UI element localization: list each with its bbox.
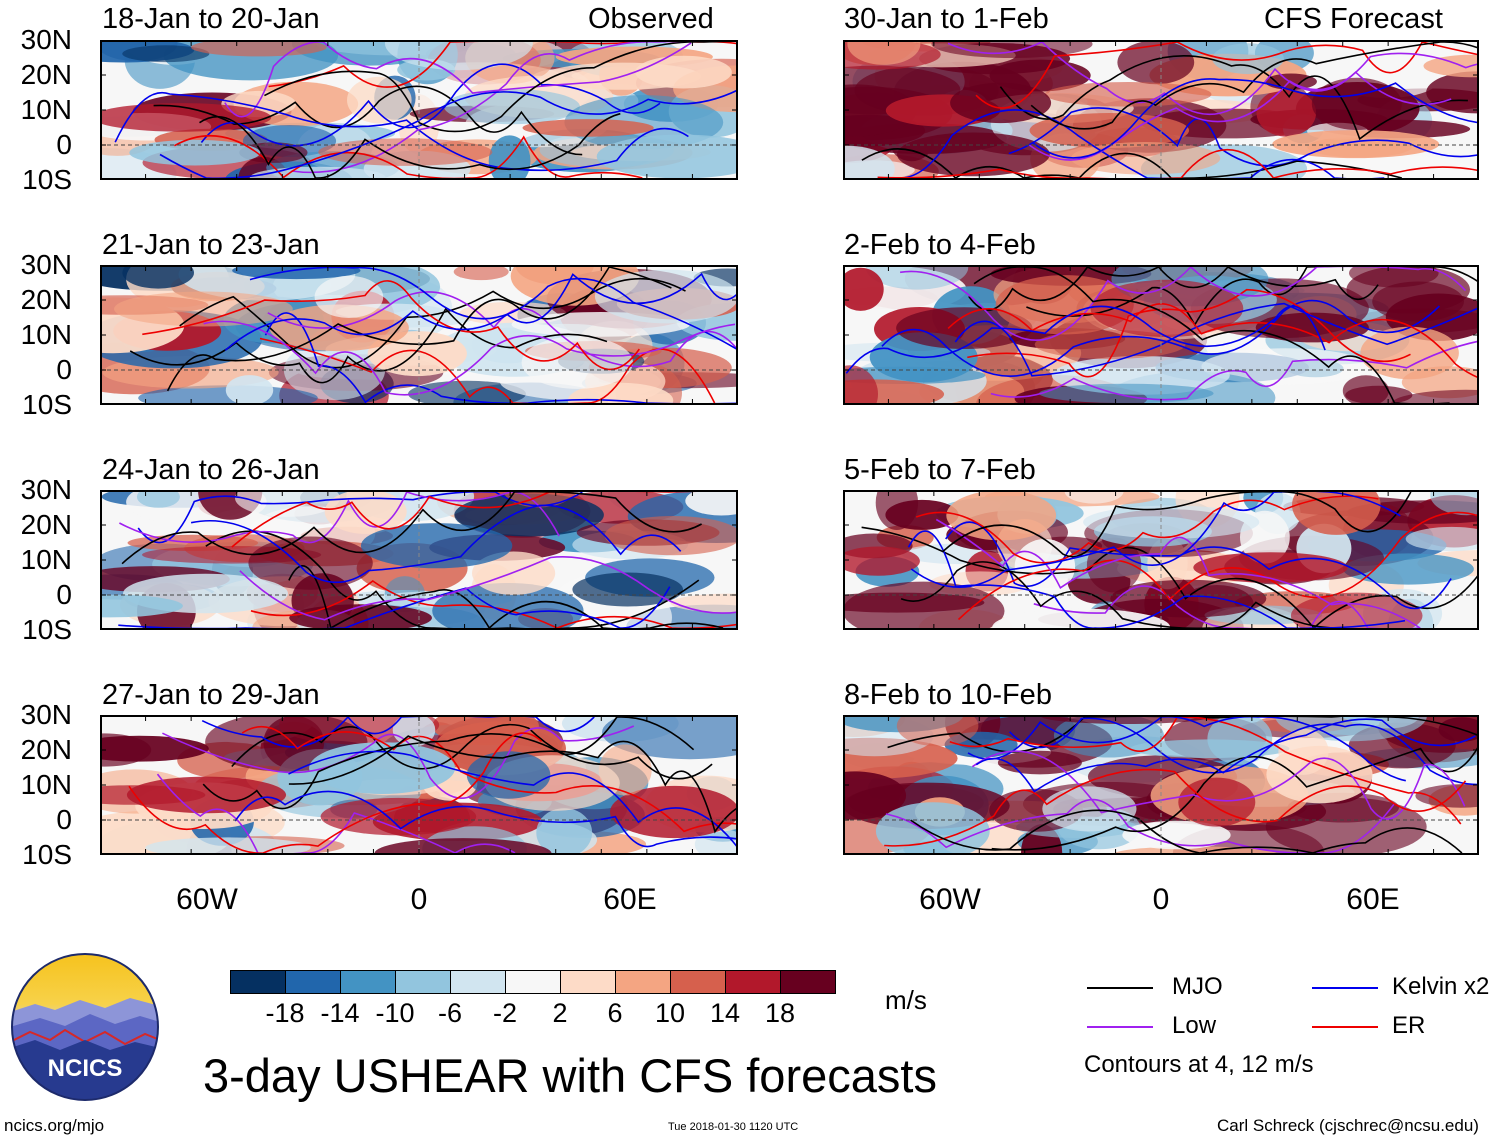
colorbar-tick-label: -6 (437, 998, 463, 1028)
colorbar-tick-label: 10 (654, 998, 686, 1028)
colorbar-swatch (450, 970, 506, 994)
map-panel-7 (843, 490, 1479, 630)
colorbar-tick-label: 6 (607, 998, 623, 1028)
footer-timestamp: Tue 2018-01-30 1120 UTC (668, 1121, 799, 1133)
lon-label-60w-right: 60W (919, 883, 981, 916)
lat-label-10n: 10N (20, 319, 72, 350)
lat-label-0: 0 (56, 804, 72, 835)
panel-title-1: 18-Jan to 20-Jan (102, 3, 320, 35)
colorbar-swatch (725, 970, 781, 994)
panel-title-8: 8-Feb to 10-Feb (844, 679, 1052, 711)
panel-title-2: 21-Jan to 23-Jan (102, 229, 320, 261)
colorbar-swatch (230, 970, 286, 994)
map-panel-5 (843, 40, 1479, 180)
main-title: 3-day USHEAR with CFS forecasts (203, 1049, 937, 1102)
lon-label-60e-left: 60E (603, 883, 657, 916)
lon-label-0-left: 0 (410, 883, 428, 916)
panel-tag-forecast: CFS Forecast (1264, 3, 1443, 35)
lat-label-30n: 30N (20, 699, 72, 730)
map-panel-3 (100, 490, 738, 630)
lat-label-0: 0 (56, 129, 72, 160)
map-panel-4 (100, 715, 738, 855)
colorbar-tick-label: -18 (265, 998, 305, 1028)
colorbar-tick-label: 18 (764, 998, 796, 1028)
lat-label-10n: 10N (20, 544, 72, 575)
lat-label-10n: 10N (20, 94, 72, 125)
panel-title-5: 30-Jan to 1-Feb (844, 3, 1049, 35)
lat-label-10s: 10S (22, 614, 72, 645)
legend-mjo-line (1087, 987, 1153, 989)
legend-low-label: Low (1172, 1012, 1217, 1039)
lat-label-10s: 10S (22, 839, 72, 870)
ncics-logo: NCICS (11, 953, 159, 1101)
colorbar-swatch (780, 970, 836, 994)
legend-kelvin-line (1312, 987, 1378, 989)
lat-label-20n: 20N (20, 59, 72, 90)
lat-label-20n: 20N (20, 284, 72, 315)
lon-label-60e-right: 60E (1346, 883, 1400, 916)
contours-note: Contours at 4, 12 m/s (1084, 1051, 1314, 1078)
panel-tag-observed: Observed (588, 3, 714, 35)
logo-text: NCICS (48, 1055, 123, 1082)
colorbar-tick-label: -10 (375, 998, 415, 1028)
lat-label-0: 0 (56, 579, 72, 610)
lat-label-20n: 20N (20, 509, 72, 540)
lat-label-0: 0 (56, 354, 72, 385)
legend-er-line (1312, 1026, 1378, 1028)
lon-label-60w-left: 60W (176, 883, 238, 916)
footer-credit: Carl Schreck (cjschrec@ncsu.edu) (1217, 1116, 1479, 1135)
colorbar-swatch (670, 970, 726, 994)
colorbar-swatch (395, 970, 451, 994)
colorbar-swatch (615, 970, 671, 994)
lat-label-20n: 20N (20, 734, 72, 765)
map-panel-1 (100, 40, 738, 180)
colorbar-swatch (505, 970, 561, 994)
colorbar-tick-label: -2 (492, 998, 518, 1028)
legend-low-line (1087, 1026, 1153, 1028)
map-panel-2 (100, 265, 738, 405)
colorbar-swatch (560, 970, 616, 994)
legend-kelvin-label: Kelvin x2 (1392, 973, 1490, 1000)
map-panel-8 (843, 715, 1479, 855)
panel-title-4: 27-Jan to 29-Jan (102, 679, 320, 711)
map-panel-6 (843, 265, 1479, 405)
colorbar-unit: m/s (885, 985, 927, 1015)
colorbar-tick-label: 14 (709, 998, 741, 1028)
lat-label-10n: 10N (20, 769, 72, 800)
colorbar-tick-label: -14 (320, 998, 360, 1028)
colorbar-tick-label: 2 (552, 998, 568, 1028)
colorbar-swatch (340, 970, 396, 994)
lat-label-30n: 30N (20, 249, 72, 280)
panel-title-6: 2-Feb to 4-Feb (844, 229, 1036, 261)
legend-er-label: ER (1392, 1012, 1426, 1039)
lat-label-30n: 30N (20, 24, 72, 55)
lon-label-0-right: 0 (1152, 883, 1170, 916)
panel-title-7: 5-Feb to 7-Feb (844, 454, 1036, 486)
footer-url[interactable]: ncics.org/mjo (4, 1116, 105, 1135)
legend-mjo-label: MJO (1172, 973, 1223, 1000)
lat-label-10s: 10S (22, 164, 72, 195)
colorbar-swatch (285, 970, 341, 994)
panel-title-3: 24-Jan to 26-Jan (102, 454, 320, 486)
lat-label-10s: 10S (22, 389, 72, 420)
lat-label-30n: 30N (20, 474, 72, 505)
